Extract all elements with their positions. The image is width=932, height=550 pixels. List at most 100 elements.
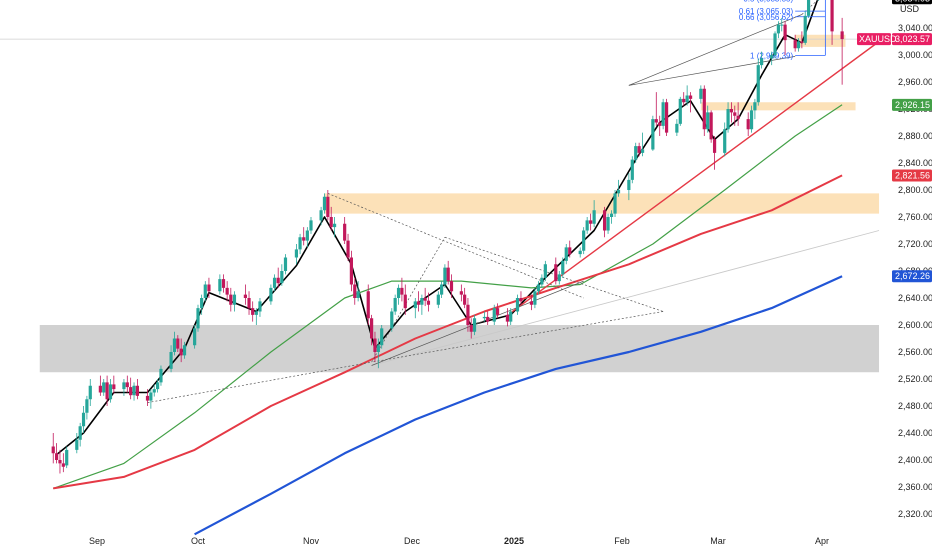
dashed-black-trendline	[371, 311, 664, 363]
symbol-tag-box	[857, 33, 891, 46]
candle-body	[688, 95, 693, 99]
candle-body	[557, 274, 561, 282]
candle	[353, 277, 357, 305]
candle-body	[243, 294, 247, 298]
red-trendline	[510, 40, 880, 314]
candle-body	[640, 149, 645, 153]
dashed-black-trendline	[801, 0, 819, 15]
price-tag-value: 2,926.15	[895, 100, 930, 110]
candle	[302, 227, 306, 246]
candle-body	[515, 298, 520, 312]
candle	[753, 98, 757, 120]
candle-body	[770, 55, 774, 59]
price-tag: 3,084.03	[892, 0, 932, 5]
candle	[472, 314, 477, 336]
candle-body	[561, 260, 565, 275]
candle-body	[505, 314, 510, 322]
candle-body	[685, 95, 689, 103]
price-tag: 2,821.56	[892, 169, 932, 182]
candle	[446, 260, 450, 285]
candle	[152, 384, 156, 397]
orange-zone	[700, 102, 856, 111]
candle-body	[776, 24, 780, 34]
candle-body	[637, 146, 641, 153]
candle	[627, 173, 631, 201]
candle-body	[682, 98, 686, 103]
candle-body	[88, 385, 92, 400]
y-tick-label: 2,480.00	[898, 401, 932, 411]
candle-body	[702, 88, 706, 130]
candle-body	[723, 129, 727, 153]
candle	[840, 17, 844, 85]
candle	[585, 217, 589, 234]
candle-body	[129, 387, 133, 396]
candle-body	[78, 426, 82, 440]
candle	[637, 142, 641, 157]
candle	[108, 379, 113, 403]
price-tag-value: 2,672.26	[895, 271, 930, 281]
y-tick-label: 2,560.00	[898, 347, 932, 357]
candle	[613, 190, 617, 217]
x-tick-label: Apr	[815, 536, 829, 546]
price-tag: 2,672.26	[892, 270, 932, 283]
candle-body	[495, 308, 500, 315]
candle-body	[568, 247, 572, 255]
candle-body	[463, 294, 467, 305]
candle	[112, 375, 116, 394]
candle	[733, 105, 737, 126]
candle-body	[416, 301, 421, 305]
candle-body	[169, 352, 173, 369]
candle-body	[135, 385, 139, 396]
fib-level-label: 0.61 (3,065.03)	[739, 7, 794, 16]
candle	[543, 260, 547, 282]
candle	[221, 274, 226, 293]
candle-body	[380, 328, 384, 346]
candle-body	[616, 190, 621, 194]
fib-level-label: 0.66 (3,056.62)	[739, 13, 794, 22]
candle-body	[193, 328, 197, 346]
candle	[682, 92, 686, 106]
candle-body	[661, 102, 665, 126]
candle	[193, 325, 197, 349]
candle	[294, 244, 299, 265]
candle-body	[699, 88, 703, 99]
candle-body	[749, 110, 754, 130]
candle	[443, 264, 447, 288]
candle-body	[400, 287, 404, 295]
candle	[773, 31, 777, 59]
trendlines-layer	[147, 0, 880, 403]
candle-body	[729, 109, 734, 113]
price-tag-box	[892, 98, 932, 111]
fib-level-label: 0.5 (3,083.55)	[743, 0, 793, 4]
candle	[179, 338, 183, 363]
candle	[65, 446, 69, 469]
candle	[519, 291, 523, 305]
candle-body	[85, 399, 89, 413]
candle	[712, 136, 717, 170]
candle-body	[58, 460, 62, 464]
candle	[122, 379, 126, 396]
price-tag-value: 3,023.57	[895, 34, 930, 44]
candle	[436, 291, 440, 309]
candle-body	[564, 247, 568, 261]
candle-body	[606, 217, 610, 231]
candle-body	[403, 294, 407, 309]
candle	[557, 271, 561, 285]
candle	[207, 277, 211, 298]
candle	[298, 233, 302, 255]
y-tick-label: 2,760.00	[898, 212, 932, 222]
candle-body	[800, 41, 804, 43]
dashed-black-trendline	[371, 237, 446, 363]
candle	[416, 291, 421, 312]
candle	[356, 281, 360, 302]
candle-body	[225, 287, 229, 295]
candle	[380, 325, 384, 349]
candle	[749, 105, 754, 133]
candle	[796, 38, 801, 52]
candle-body	[81, 412, 86, 427]
candle	[98, 375, 102, 396]
candle	[561, 257, 565, 278]
